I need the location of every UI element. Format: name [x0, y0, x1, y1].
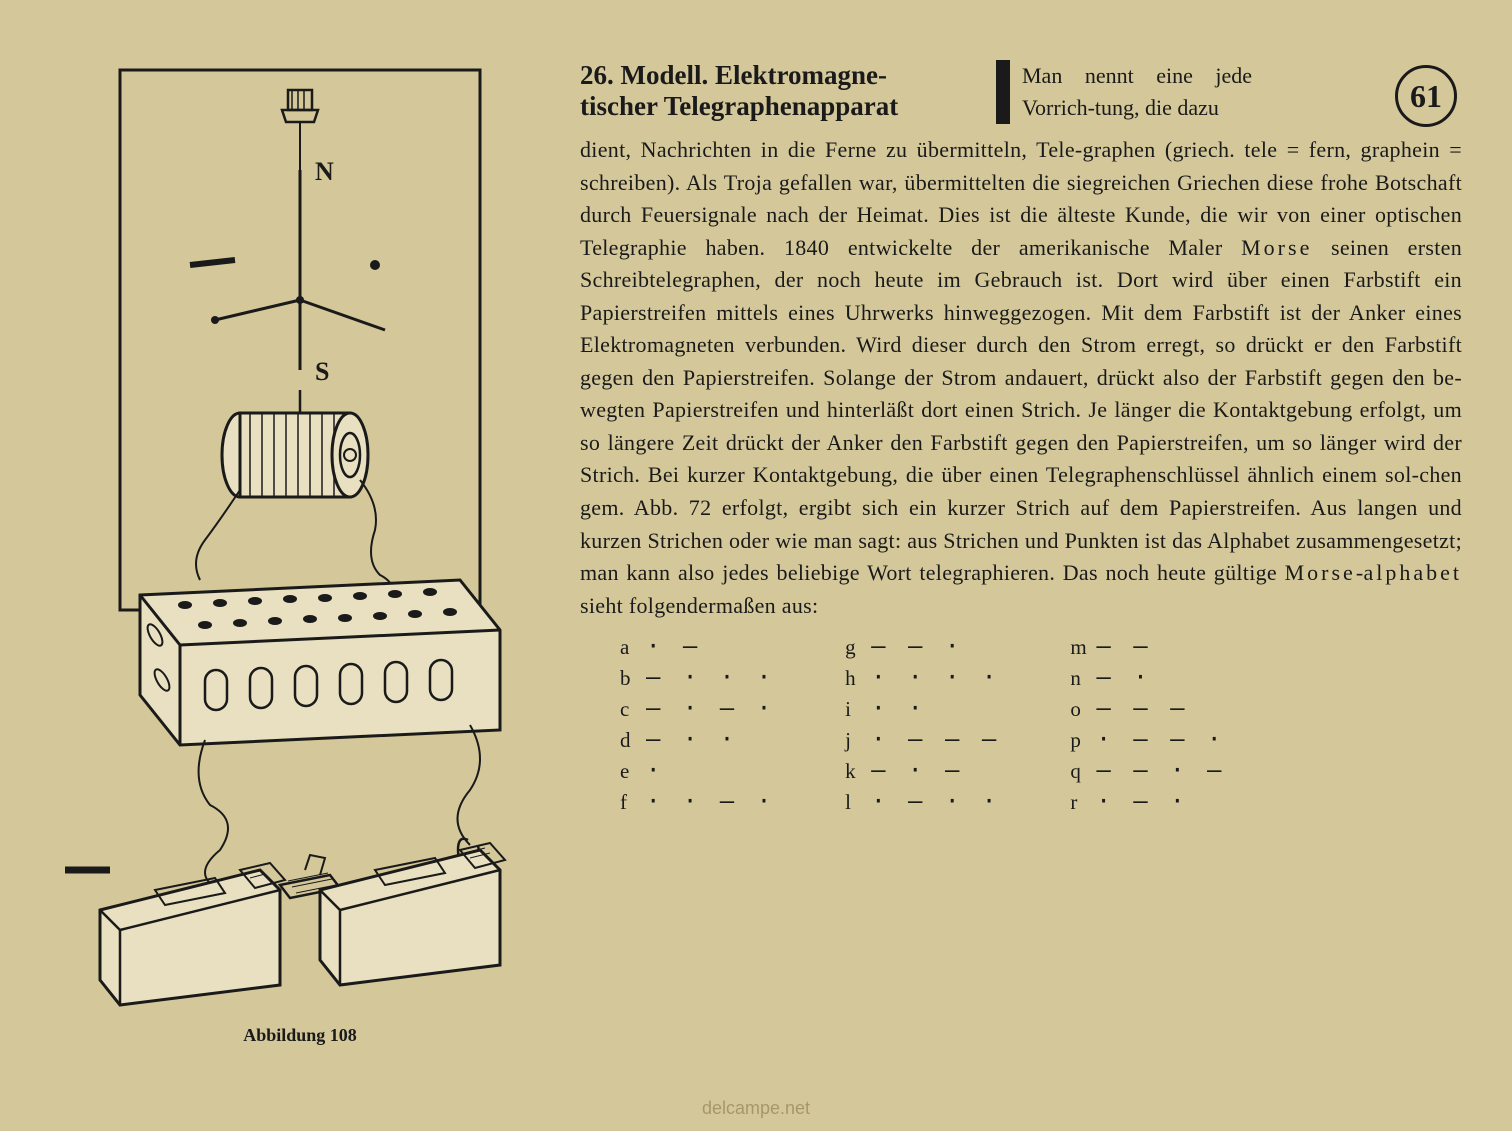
label-s: S	[315, 357, 329, 386]
morse-letter: h	[845, 666, 871, 691]
morse-row: k— · —	[845, 756, 1000, 784]
heading-line1: 26. Modell. Elektromagne-	[580, 60, 887, 90]
morse-letter: p	[1070, 728, 1096, 753]
morse-row: h· · · ·	[845, 663, 1000, 691]
morse-letter: q	[1070, 759, 1096, 784]
morse-row: d— · ·	[620, 725, 775, 753]
morse-row: c— · — ·	[620, 694, 775, 722]
battery-right	[320, 843, 505, 985]
morse-letter: c	[620, 697, 646, 722]
morse-row: j· — — —	[845, 725, 1000, 753]
morse-letter: b	[620, 666, 646, 691]
heading-block: 26. Modell. Elektromagne- tischer Telegr…	[580, 60, 1010, 124]
morse-row: g— — ·	[845, 632, 1000, 660]
telegraph-illustration: N S	[40, 60, 550, 1010]
heading-line2: tischer Telegraphenapparat	[580, 91, 898, 121]
label-n: N	[315, 157, 334, 186]
morse-letter: e	[620, 759, 646, 784]
morse-letter: a	[620, 635, 646, 660]
morse-row: b— · · ·	[620, 663, 775, 691]
morse-code: · · — ·	[646, 787, 775, 815]
morse-row: m— —	[1070, 632, 1225, 660]
morse-letter: i	[845, 697, 871, 722]
coil	[222, 390, 368, 497]
heading: 26. Modell. Elektromagne- tischer Telegr…	[580, 60, 990, 122]
morse-letter: l	[845, 790, 871, 815]
morse-row: i· ·	[845, 694, 1000, 722]
morse-row: l· — · ·	[845, 787, 1000, 815]
morse-letter: n	[1070, 666, 1096, 691]
body-text: dient, Nachrichten in die Ferne zu überm…	[580, 134, 1462, 622]
left-column: N S	[40, 60, 560, 1091]
page-container: 61 N	[0, 0, 1512, 1131]
morse-code: — — —	[1096, 694, 1188, 722]
morse-col-3: m— —n— ·o— — —p· — — ·q— — · —r· — ·	[1070, 632, 1225, 815]
morse-letter: d	[620, 728, 646, 753]
morse-code: — — · —	[1096, 756, 1225, 784]
morse-code: — ·	[1096, 663, 1151, 691]
morse-col-2: g— — ·h· · · ·i· ·j· — — —k— · —l· — · ·	[845, 632, 1000, 815]
morse-letter: r	[1070, 790, 1096, 815]
morse-row: e·	[620, 756, 775, 784]
morse-letter: k	[845, 759, 871, 784]
figure-caption: Abbildung 108	[40, 1025, 560, 1046]
intro-text: Man nennt eine jede Vorrich-tung, die da…	[1022, 60, 1252, 124]
morse-code: — · —	[871, 756, 963, 784]
morse-code: — — ·	[871, 632, 963, 660]
header-row: 26. Modell. Elektromagne- tischer Telegr…	[580, 60, 1462, 130]
morse-code: · · · ·	[871, 663, 1000, 691]
morse-row: n— ·	[1070, 663, 1225, 691]
base-block	[140, 580, 500, 745]
morse-code: · — ·	[1096, 787, 1188, 815]
morse-row: o— — —	[1070, 694, 1225, 722]
morse-code: — · — ·	[646, 694, 775, 722]
morse-code: — —	[1096, 632, 1151, 660]
morse-code: · —	[646, 632, 701, 660]
morse-col-1: a· —b— · · ·c— · — ·d— · ·e·f· · — ·	[620, 632, 775, 815]
morse-code: · — — —	[871, 725, 1000, 753]
morse-letter: j	[845, 728, 871, 753]
morse-code: ·	[646, 756, 664, 784]
morse-row: a· —	[620, 632, 775, 660]
right-column: 26. Modell. Elektromagne- tischer Telegr…	[580, 60, 1462, 1091]
morse-code: · ·	[871, 694, 926, 722]
morse-letter: o	[1070, 697, 1096, 722]
morse-letter: m	[1070, 635, 1096, 660]
morse-code: — · · ·	[646, 663, 775, 691]
morse-row: f· · — ·	[620, 787, 775, 815]
morse-code: · — — ·	[1096, 725, 1225, 753]
morse-row: r· — ·	[1070, 787, 1225, 815]
watermark: delcampe.net	[702, 1098, 810, 1119]
morse-code: — · ·	[646, 725, 738, 753]
heading-bar	[996, 60, 1010, 124]
battery-left	[100, 863, 285, 1005]
morse-table: a· —b— · · ·c— · — ·d— · ·e·f· · — · g— …	[580, 632, 1462, 815]
morse-code: · — · ·	[871, 787, 1000, 815]
morse-letter: g	[845, 635, 871, 660]
top-bolt	[282, 90, 318, 170]
morse-row: q— — · —	[1070, 756, 1225, 784]
morse-row: p· — — ·	[1070, 725, 1225, 753]
morse-letter: f	[620, 790, 646, 815]
